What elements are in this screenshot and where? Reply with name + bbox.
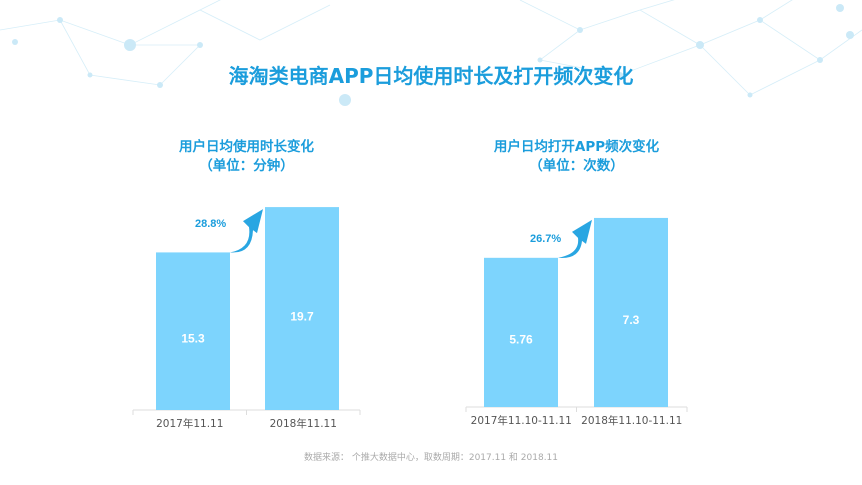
- bar-value-label: 19.7: [290, 310, 314, 324]
- growth-arrow-icon: [230, 209, 263, 253]
- chart1-title: 用户日均使用时长变化 （单位：分钟）: [133, 138, 360, 176]
- chart1-title-text: 用户日均使用时长变化: [179, 139, 314, 155]
- bar: [594, 217, 668, 407]
- bar-value-label: 5.76: [509, 332, 533, 346]
- bar: [156, 252, 230, 410]
- network-background: [0, 0, 862, 106]
- page-title: 海淘类电商APP日均使用时长及打开频次变化: [228, 64, 634, 88]
- x-tick-label: 2018年11.10-11.11: [581, 414, 682, 427]
- growth-label: 26.7%: [530, 233, 561, 245]
- growth-arrow-icon: [558, 219, 592, 259]
- bar: [265, 207, 339, 410]
- chart2-title-text: 用户日均打开APP频次变化: [493, 139, 660, 155]
- chart1-subtitle: （单位：分钟）: [199, 158, 294, 174]
- x-tick-label: 2018年11.11: [270, 417, 337, 430]
- data-source-note: 数据来源： 个推大数据中心，取数周期：2017.11 和 2018.11: [303, 453, 559, 463]
- bar-value-label: 15.3: [181, 331, 205, 345]
- chart2-title: 用户日均打开APP频次变化 （单位：次数）: [466, 138, 687, 176]
- chart2-subtitle: （单位：次数）: [529, 158, 624, 174]
- x-tick-label: 2017年11.10-11.11: [471, 414, 572, 427]
- bar-value-label: 7.3: [623, 313, 640, 327]
- bar: [484, 257, 558, 407]
- x-tick-label: 2017年11.11: [156, 417, 223, 430]
- growth-label: 28.8%: [195, 218, 226, 230]
